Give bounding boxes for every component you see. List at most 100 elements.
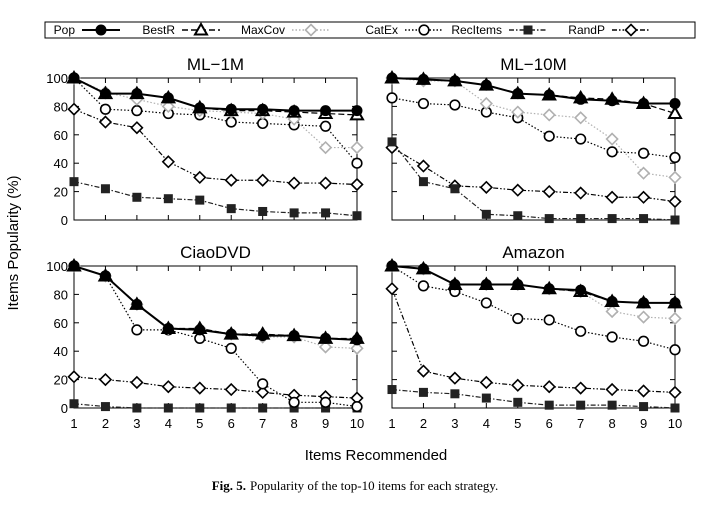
data-point: [163, 403, 173, 413]
data-point: [575, 284, 587, 296]
series-line: [73, 265, 358, 408]
series-recitems: [387, 137, 680, 225]
data-point: [638, 297, 650, 309]
series-bestr: [384, 257, 683, 309]
x-tick-label: 3: [451, 416, 458, 431]
x-tick-label: 7: [577, 416, 584, 431]
data-point: [258, 206, 268, 216]
panel-title: Amazon: [502, 243, 564, 262]
series-randp: [67, 102, 364, 192]
data-point: [668, 385, 682, 400]
data-point: [417, 97, 430, 110]
data-point: [481, 393, 491, 403]
data-point: [450, 389, 460, 399]
data-point: [418, 387, 428, 397]
data-point: [256, 173, 270, 187]
data-point: [318, 176, 333, 190]
data-point: [668, 170, 682, 185]
y-tick-label: 100: [46, 259, 68, 274]
data-point: [544, 400, 554, 410]
legend-marker-randp: [624, 23, 638, 37]
data-point: [605, 304, 619, 319]
data-point: [667, 105, 683, 119]
data-point: [511, 378, 525, 392]
x-tick-label: 4: [165, 416, 172, 431]
y-tick-label: 60: [54, 128, 68, 143]
data-point: [100, 402, 110, 412]
x-tick-label: 4: [483, 416, 490, 431]
data-point: [544, 214, 554, 224]
data-point: [130, 375, 144, 390]
data-point: [131, 88, 143, 100]
data-point: [668, 194, 682, 209]
x-tick-label: 8: [290, 416, 297, 431]
data-point: [194, 324, 206, 336]
data-point: [351, 105, 363, 117]
y-tick-label: 0: [61, 401, 68, 416]
data-point: [257, 103, 269, 115]
series-line: [391, 265, 676, 351]
data-point: [163, 194, 173, 204]
series-randp: [385, 282, 682, 400]
y-axis-label: Items Popularity (%): [5, 175, 22, 310]
data-point: [162, 92, 174, 104]
data-point: [479, 180, 493, 194]
series-catex: [386, 92, 681, 164]
panel-2: CiaoDVD 0 20 40 60 80 100 1 2 3 4 5 6 7 8 9 10: [46, 243, 365, 431]
legend-marker-catex: [418, 24, 430, 36]
data-point: [257, 330, 269, 342]
y-tick-label: 80: [54, 287, 68, 302]
data-point: [131, 298, 143, 310]
x-axis-label: Items Recommended: [305, 447, 448, 464]
series-maxcov: [385, 71, 682, 185]
series-line: [391, 265, 675, 304]
data-point: [511, 105, 525, 119]
data-point: [606, 296, 618, 307]
series-line: [391, 77, 676, 178]
data-point: [387, 385, 397, 395]
series-line: [391, 97, 676, 159]
data-point: [131, 105, 143, 117]
data-point: [449, 99, 461, 111]
data-point: [576, 214, 586, 224]
data-point: [513, 397, 523, 407]
data-point: [542, 380, 556, 394]
data-point: [574, 381, 588, 395]
data-point: [288, 105, 300, 117]
data-point: [225, 103, 237, 115]
data-point: [67, 370, 81, 384]
data-point: [607, 400, 617, 410]
data-point: [350, 140, 364, 155]
data-point: [512, 88, 524, 100]
data-point: [543, 89, 555, 101]
data-point: [416, 364, 431, 378]
series-line: [391, 77, 675, 105]
x-tick-label: 9: [322, 416, 329, 431]
data-point: [257, 378, 269, 390]
series-line: [391, 265, 675, 304]
y-tick-label: 0: [61, 213, 68, 228]
series-recitems: [69, 399, 362, 413]
legend-label-bestr: BestR: [142, 23, 175, 37]
data-point: [289, 403, 299, 413]
data-point: [636, 190, 651, 204]
data-point: [605, 132, 619, 146]
series-line: [73, 77, 357, 112]
data-point: [226, 403, 236, 413]
data-point: [351, 334, 363, 346]
data-point: [69, 177, 79, 187]
series-pop: [68, 260, 363, 346]
data-point: [98, 372, 113, 387]
y-tick-label: 80: [54, 99, 68, 114]
series-randp: [385, 140, 682, 209]
data-point: [386, 92, 398, 104]
x-tick-label: 1: [388, 416, 395, 431]
data-point: [67, 102, 81, 116]
data-point: [638, 98, 650, 110]
data-point: [449, 75, 461, 87]
data-point: [132, 403, 142, 413]
data-point: [352, 211, 362, 221]
x-tick-label: 10: [668, 416, 682, 431]
data-point: [543, 314, 555, 326]
